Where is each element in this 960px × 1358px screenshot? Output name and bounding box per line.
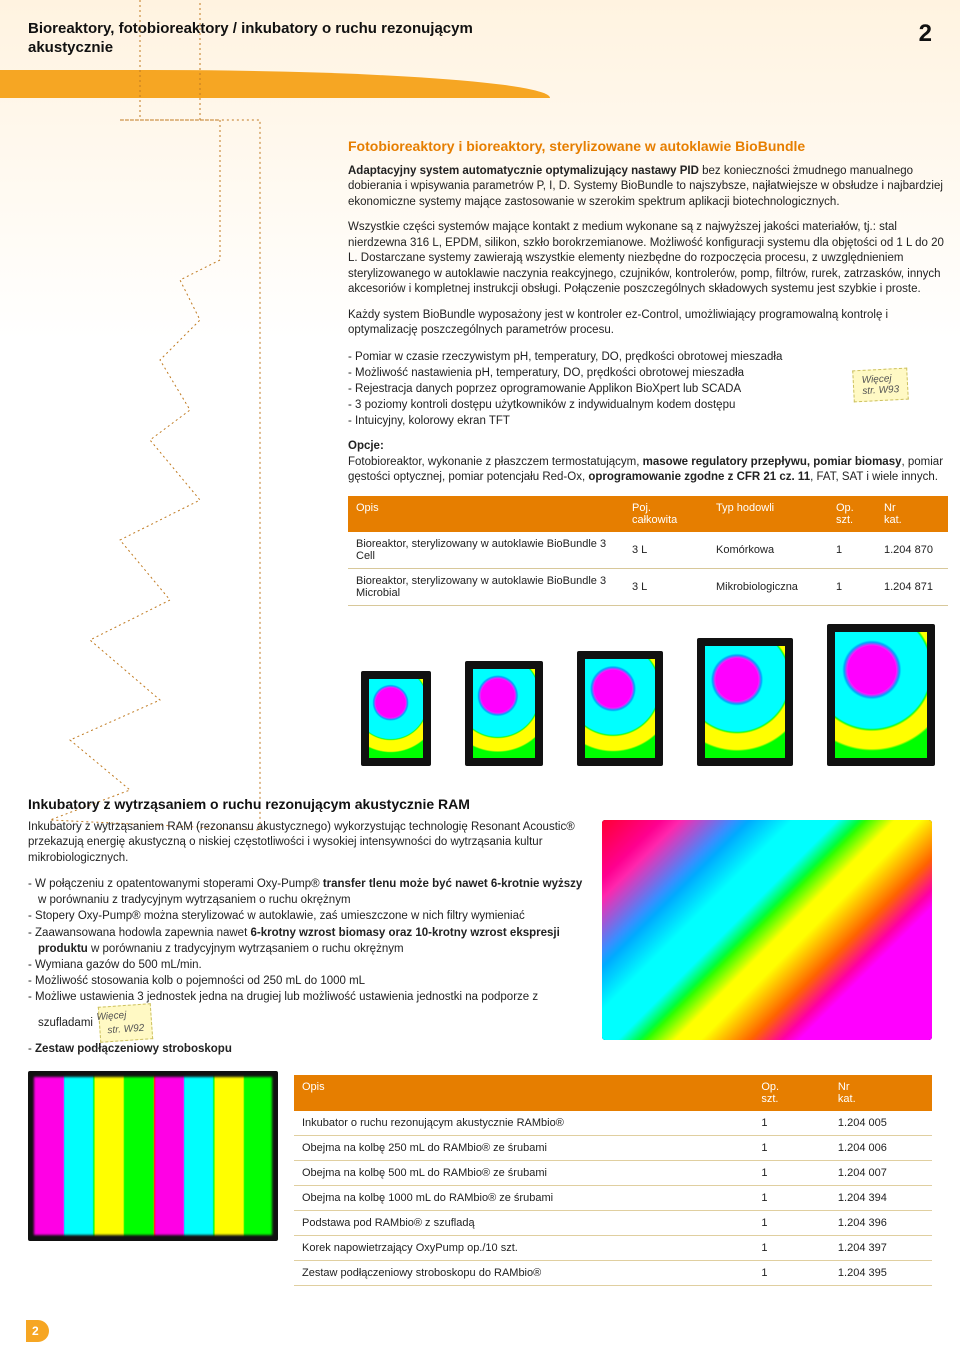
table-header: Op.szt. (828, 496, 876, 532)
section2-intro: Inkubatory z wytrząsaniem RAM (rezonansu… (28, 820, 584, 867)
table-cell: 1.204 007 (830, 1161, 932, 1186)
options-block: Opcje: Fotobioreaktor, wykonanie z płasz… (348, 439, 948, 486)
table-row: Korek napowietrzający OxyPump op./10 szt… (294, 1236, 932, 1261)
table-cell: Korek napowietrzający OxyPump op./10 szt… (294, 1236, 753, 1261)
feature-item: - Możliwość stosowania kolb o pojemności… (28, 973, 584, 989)
table-cell: Obejma na kolbę 250 mL do RAMbio® ze śru… (294, 1136, 753, 1161)
table-cell: 1.204 396 (830, 1211, 932, 1236)
feature-item: - Zestaw podłączeniowy stroboskopu (28, 1041, 584, 1057)
feature-item: - Możliwe ustawienia 3 jednostek jedna n… (28, 989, 584, 1041)
table-cell: Zestaw podłączeniowy stroboskopu do RAMb… (294, 1261, 753, 1286)
bioreactor-image (697, 638, 793, 766)
section2-columns: Inkubatory z wytrząsaniem RAM (rezonansu… (28, 820, 932, 1057)
feature-item: - W połączeniu z opatentowanymi stoperam… (28, 876, 584, 908)
table-cell: Inkubator o ruchu rezonującym akustyczni… (294, 1111, 753, 1136)
product-table-1: OpisPoj.całkowitaTyp hodowliOp.szt.Nrkat… (348, 496, 948, 606)
feature-item: - Wymiana gazów do 500 mL/min. (28, 957, 584, 973)
section2-title: Inkubatory z wytrząsaniem o ruchu rezonu… (28, 796, 932, 812)
product-table-2-wrap: OpisOp.szt.Nrkat. Inkubator o ruchu rezo… (294, 1071, 932, 1286)
table-header: Typ hodowli (708, 496, 828, 532)
catalog-page: Bioreaktory, fotobioreaktory / inkubator… (0, 0, 960, 1358)
feature-item: - Pomiar w czasie rzeczywistym pH, tempe… (348, 349, 948, 365)
section2-bottom-row: OpisOp.szt.Nrkat. Inkubator o ruchu rezo… (28, 1071, 932, 1286)
product-table-2: OpisOp.szt.Nrkat. Inkubator o ruchu rezo… (294, 1075, 932, 1286)
feature-item: - Stopery Oxy-Pump® można sterylizować w… (28, 908, 584, 924)
section-biobundle: Fotobioreaktory i bioreaktory, sterylizo… (348, 138, 948, 766)
table-cell: Mikrobiologiczna (708, 568, 828, 605)
table-row: Podstawa pod RAMbio® z szufladą11.204 39… (294, 1211, 932, 1236)
para-intro: Adaptacyjny system automatycznie optymal… (348, 164, 948, 211)
feature-list-2: - W połączeniu z opatentowanymi stoperam… (28, 876, 584, 1057)
table-cell: Obejma na kolbę 1000 mL do RAMbio® ze śr… (294, 1186, 753, 1211)
table-cell: 1 (828, 532, 876, 569)
table-row: Inkubator o ruchu rezonującym akustyczni… (294, 1111, 932, 1136)
page-header: Bioreaktory, fotobioreaktory / inkubator… (28, 20, 932, 58)
table-row: Bioreaktor, sterylizowany w autoklawie B… (348, 568, 948, 605)
table-row: Bioreaktor, sterylizowany w autoklawie B… (348, 532, 948, 569)
table-cell: 1 (753, 1211, 830, 1236)
table-cell: 1 (753, 1236, 830, 1261)
section-ram-incubators: Inkubatory z wytrząsaniem o ruchu rezonu… (28, 796, 932, 1286)
intro-bold: Adaptacyjny system automatycznie optymal… (348, 165, 702, 177)
table-cell: 3 L (624, 568, 708, 605)
opt-e: , FAT, SAT i wiele innych. (810, 471, 938, 483)
bioreactor-image (361, 671, 431, 766)
table-cell: Bioreaktor, sterylizowany w autoklawie B… (348, 532, 624, 569)
table-header: Op.szt. (753, 1075, 830, 1111)
header-tab-curve (0, 70, 550, 98)
table-row: Obejma na kolbę 500 mL do RAMbio® ze śru… (294, 1161, 932, 1186)
opt-a: Fotobioreaktor, wykonanie z płaszczem te… (348, 456, 643, 468)
section-title: Fotobioreaktory i bioreaktory, sterylizo… (348, 138, 948, 154)
table-cell: 1.204 397 (830, 1236, 932, 1261)
bioreactor-image (465, 661, 543, 766)
table-cell: 1.204 005 (830, 1111, 932, 1136)
options-label: Opcje: (348, 440, 384, 452)
feature-item: - Intuicyjny, kolorowy ekran TFT (348, 413, 948, 429)
opt-b: masowe regulatory przepływu, pomiar biom… (643, 456, 902, 468)
feature-item: - Zaawansowana hodowla zapewnia nawet 6-… (28, 925, 584, 957)
opt-d: oprogramowanie zgodne z CFR 21 cz. 11 (588, 471, 810, 483)
table-cell: 1.204 870 (876, 532, 948, 569)
sticky-line2: str. W93 (862, 384, 899, 397)
product-images-row (348, 624, 948, 766)
table-header: Poj.całkowita (624, 496, 708, 532)
table-header: Opis (348, 496, 624, 532)
para-controller: Każdy system BioBundle wyposażony jest w… (348, 308, 948, 339)
section2-left: Inkubatory z wytrząsaniem RAM (rezonansu… (28, 820, 584, 1057)
more-info-sticky-2: Więcejstr. W92 (98, 1003, 153, 1043)
table-cell: 3 L (624, 532, 708, 569)
table-cell: 1 (753, 1186, 830, 1211)
flask-image (28, 1071, 278, 1241)
page-number-top: 2 (919, 20, 932, 48)
table-cell: 1.204 395 (830, 1261, 932, 1286)
table-header: Opis (294, 1075, 753, 1111)
background-silhouette (0, 0, 320, 860)
table-cell: Bioreaktor, sterylizowany w autoklawie B… (348, 568, 624, 605)
table-cell: 1.204 394 (830, 1186, 932, 1211)
feature-block: - Pomiar w czasie rzeczywistym pH, tempe… (348, 349, 948, 429)
table-cell: 1 (753, 1136, 830, 1161)
table-cell: 1.204 871 (876, 568, 948, 605)
table-row: Obejma na kolbę 250 mL do RAMbio® ze śru… (294, 1136, 932, 1161)
bioreactor-image (827, 624, 935, 766)
table-cell: 1 (753, 1161, 830, 1186)
table-row: Obejma na kolbę 1000 mL do RAMbio® ze śr… (294, 1186, 932, 1211)
table-cell: Obejma na kolbę 500 mL do RAMbio® ze śru… (294, 1161, 753, 1186)
para-materials: Wszystkie części systemów mające kontakt… (348, 220, 948, 298)
table-cell: 1 (753, 1111, 830, 1136)
table-cell: Podstawa pod RAMbio® z szufladą (294, 1211, 753, 1236)
table-cell: 1 (753, 1261, 830, 1286)
table-cell: 1.204 006 (830, 1136, 932, 1161)
page-number-bottom: 2 (26, 1320, 49, 1342)
rambio-device-image (602, 820, 932, 1040)
bioreactor-image (577, 651, 663, 766)
table-header: Nrkat. (876, 496, 948, 532)
table-header: Nrkat. (830, 1075, 932, 1111)
more-info-sticky: Więcej str. W93 (852, 367, 908, 402)
page-header-title: Bioreaktory, fotobioreaktory / inkubator… (28, 20, 508, 58)
table-cell: Komórkowa (708, 532, 828, 569)
table-row: Zestaw podłączeniowy stroboskopu do RAMb… (294, 1261, 932, 1286)
table-cell: 1 (828, 568, 876, 605)
